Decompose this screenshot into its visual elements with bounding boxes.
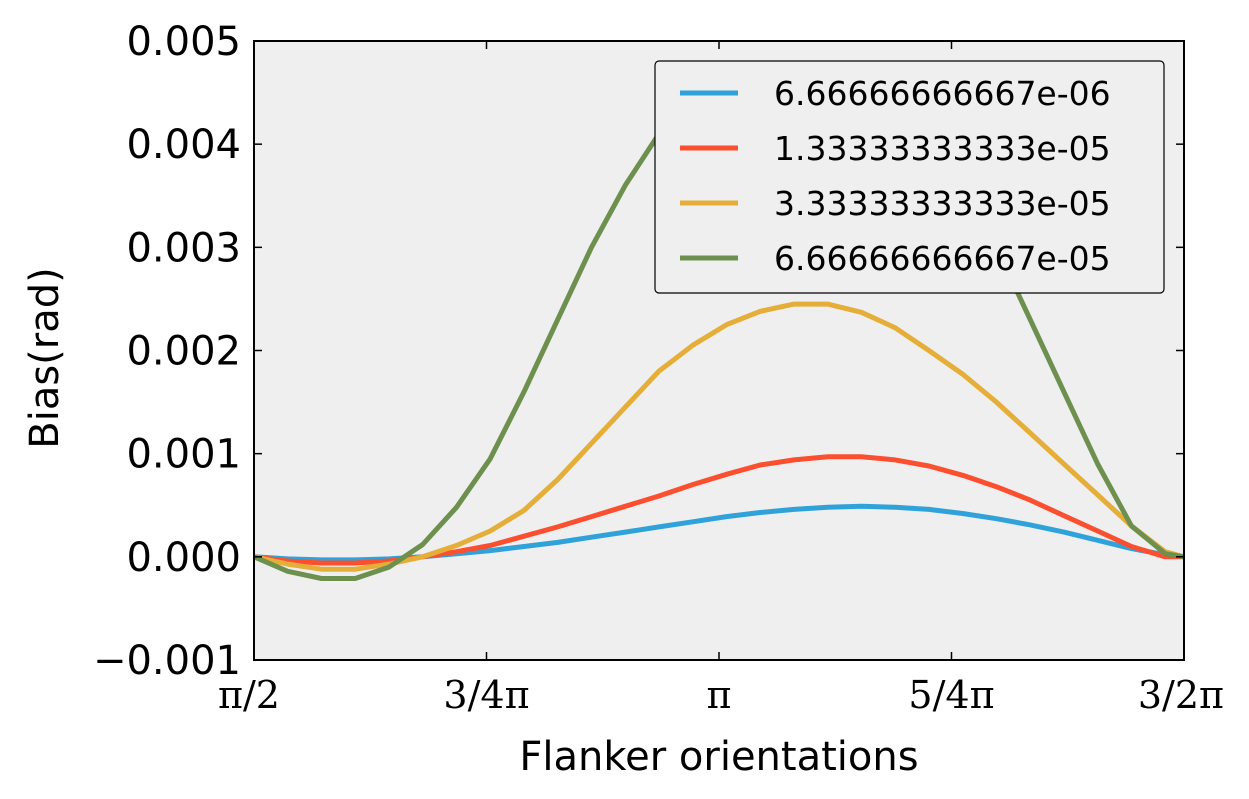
legend-label-3: 3.33333333333e-05: [774, 184, 1111, 223]
y-tick-label: 0.001: [126, 432, 241, 478]
legend-label-4: 6.66666666667e-05: [774, 239, 1111, 278]
legend-label-2: 1.33333333333e-05: [774, 129, 1111, 168]
x-tick-label: 5/4π: [908, 673, 994, 717]
series-line-3: [254, 301, 1184, 572]
y-tick-label: 0.004: [126, 122, 241, 168]
x-tick-label: 3/4π: [443, 673, 529, 717]
y-axis-label: Bias(rad): [22, 267, 68, 448]
x-tick-label: 3/2π: [1138, 673, 1224, 717]
x-tick-label: π: [707, 673, 732, 717]
legend-box: [654, 60, 1165, 294]
y-ticks: −0.001 0.000 0.001 0.002 0.003 0.004 0.005: [93, 19, 1184, 684]
y-tick-label: 0.002: [126, 329, 241, 375]
y-tick-label: −0.001: [93, 638, 241, 684]
legend: 6.66666666667e-06 1.33333333333e-05 3.3333…: [654, 60, 1165, 294]
legend-label-1: 6.66666666667e-06: [774, 74, 1111, 113]
y-tick-label: 0.003: [126, 225, 241, 271]
y-tick-label: 0.000: [126, 535, 241, 581]
y-tick-label: 0.005: [126, 19, 241, 65]
x-tick-label: π/2: [218, 673, 280, 717]
x-axis-label: Flanker orientations: [519, 734, 918, 780]
x-ticks: π/2 3/4π π 5/4π 3/2π: [218, 41, 1224, 717]
